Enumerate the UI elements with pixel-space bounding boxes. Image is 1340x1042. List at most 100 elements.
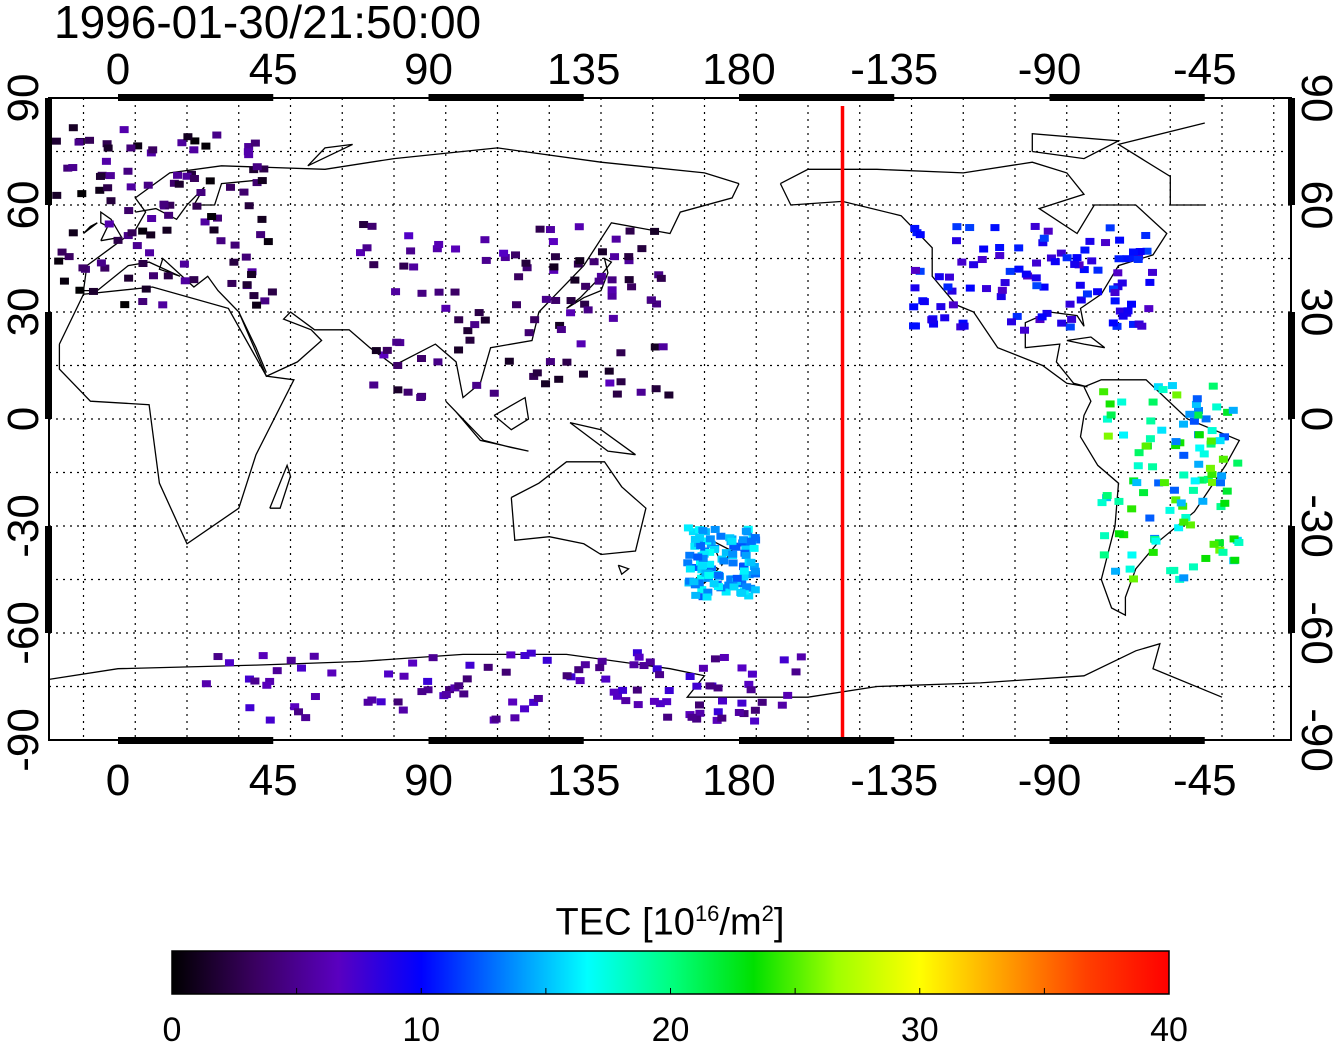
tec-sample: [612, 390, 622, 398]
tec-sample: [652, 300, 662, 308]
tec-sample: [416, 394, 426, 402]
tec-sample: [102, 140, 112, 148]
tec-sample: [408, 659, 418, 667]
coastline: [617, 564, 630, 576]
tec-sample: [327, 669, 337, 677]
tec-sample: [123, 167, 133, 175]
tec-sample: [541, 380, 551, 388]
tec-sample: [703, 588, 713, 596]
tec-sample: [68, 229, 78, 237]
tec-sample: [432, 245, 442, 253]
tec-sample: [95, 186, 105, 194]
tec-sample: [143, 181, 153, 189]
lat-label-left: -60: [0, 601, 48, 665]
tec-sample: [1105, 400, 1115, 408]
tec-sample: [1207, 470, 1217, 478]
tec-sample: [529, 372, 539, 380]
tec-sample: [1102, 492, 1112, 500]
lat-label-right: 30: [1292, 288, 1340, 337]
tec-sample: [532, 369, 542, 377]
tec-sample: [1167, 382, 1177, 390]
tec-sample: [85, 136, 95, 144]
tec-sample: [145, 249, 155, 257]
tec-sample: [746, 537, 756, 545]
tec-sample: [621, 697, 631, 705]
colorbar-title-unit: /m: [719, 901, 762, 944]
lon-label-top: 90: [404, 45, 453, 94]
tec-sample: [296, 664, 306, 672]
tec-sample: [741, 552, 751, 560]
tec-sample: [952, 223, 962, 231]
tec-sample: [158, 301, 168, 309]
tec-sample: [957, 258, 967, 266]
tec-sample: [581, 282, 591, 290]
tec-sample: [739, 563, 749, 571]
tec-sample: [250, 677, 260, 685]
tec-sample: [594, 277, 604, 285]
tec-sample: [1201, 415, 1211, 423]
tec-sample: [1185, 410, 1195, 418]
lon-label-bottom: -45: [1173, 756, 1237, 805]
tec-sample: [746, 686, 756, 694]
tec-sample: [1134, 449, 1144, 457]
tec-sample: [1172, 391, 1182, 399]
tec-sample: [393, 386, 403, 394]
tec-sample: [650, 227, 660, 235]
tec-sample: [126, 183, 136, 191]
tec-sample: [1103, 432, 1113, 440]
tec-sample: [697, 586, 707, 594]
lon-label-top: 135: [547, 45, 620, 94]
tec-sample: [910, 284, 920, 292]
tec-sample: [100, 264, 110, 272]
tec-sample: [259, 165, 269, 173]
tec-sample: [1208, 478, 1218, 486]
coastline: [493, 396, 530, 431]
tec-sample: [1174, 524, 1184, 532]
tec-sample: [126, 144, 136, 152]
tec-sample: [309, 652, 319, 660]
frame-band-right: [1288, 98, 1295, 205]
tec-sample: [1188, 486, 1198, 494]
tec-sample: [690, 535, 700, 543]
tec-sample: [1194, 431, 1204, 439]
tec-sample: [362, 244, 372, 252]
tec-sample: [239, 188, 249, 196]
tec-sample: [68, 124, 78, 132]
tec-sample: [777, 701, 787, 709]
tec-sample: [189, 174, 199, 182]
tec-sample: [566, 297, 576, 305]
tec-sample: [995, 244, 1005, 252]
tec-sample: [713, 708, 723, 716]
tec-sample: [250, 139, 260, 147]
tec-sample: [463, 327, 473, 335]
tec-sample: [384, 670, 394, 678]
tec-sample: [608, 314, 618, 322]
coastline: [83, 183, 740, 399]
tec-sample: [434, 240, 444, 248]
tec-sample: [687, 713, 697, 721]
tec-sample: [1218, 548, 1228, 556]
tec-sample: [542, 656, 552, 664]
tec-sample: [133, 142, 143, 150]
tec-sample: [624, 253, 634, 261]
tec-sample: [1179, 518, 1189, 526]
tec-sample: [990, 224, 1000, 232]
lon-label-bottom: 90: [404, 756, 453, 805]
tec-sample: [910, 224, 920, 232]
tec-sample: [417, 355, 427, 363]
tec-sample: [406, 247, 416, 255]
tec-sample: [566, 309, 576, 317]
tec-sample: [936, 303, 946, 311]
lon-label-bottom: 45: [249, 756, 298, 805]
tec-sample: [423, 677, 433, 685]
tec-sample: [1185, 521, 1195, 529]
tec-sample: [451, 245, 461, 253]
tec-sample: [132, 242, 142, 250]
tec-sample: [1114, 530, 1124, 538]
tec-sample: [212, 214, 222, 222]
tec-sample: [189, 276, 199, 284]
tec-sample: [982, 285, 992, 293]
tec-sample: [728, 559, 738, 567]
tec-sample: [562, 672, 572, 680]
tec-sample: [465, 661, 475, 669]
